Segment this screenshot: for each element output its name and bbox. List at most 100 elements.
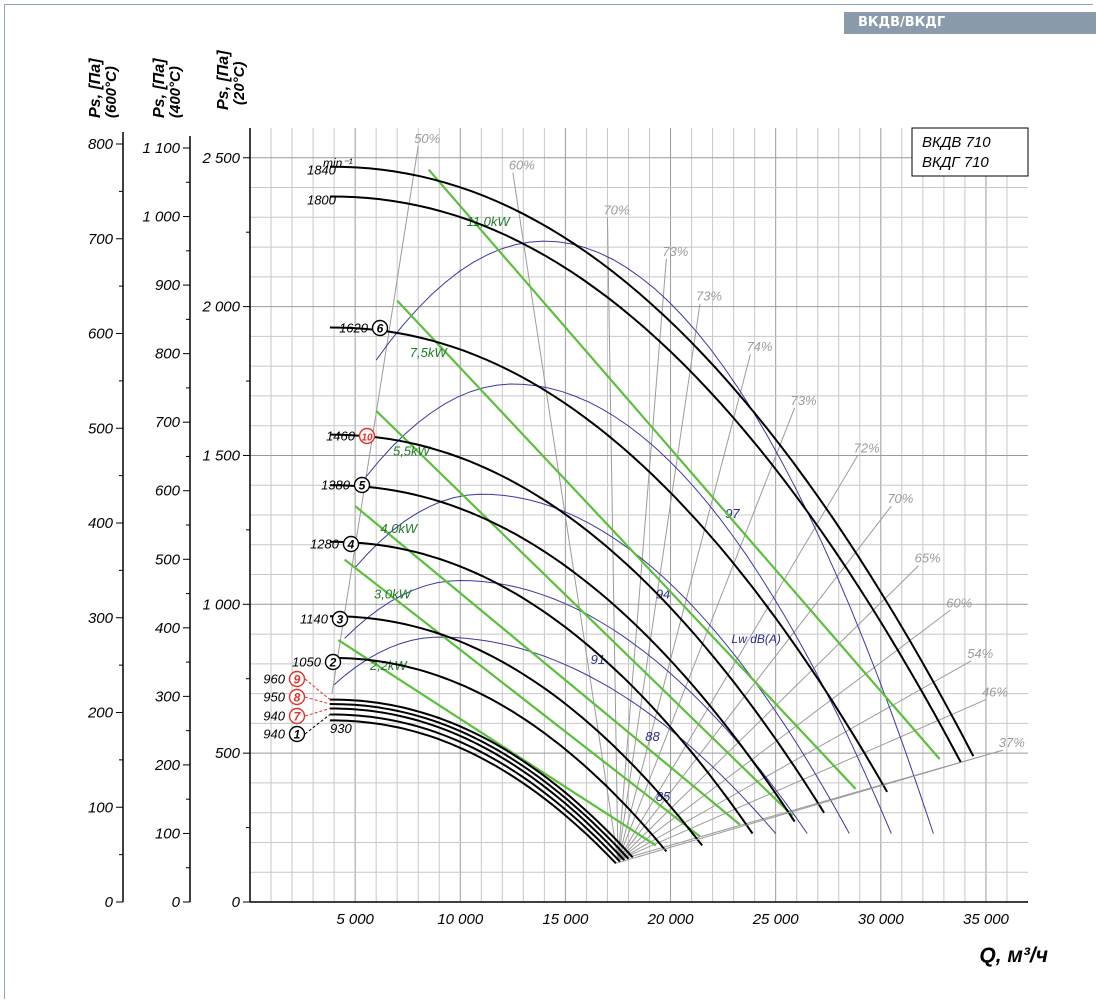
speed-marker-circle — [288, 688, 306, 706]
power-line — [396, 299, 857, 790]
efficiency-ray — [331, 145, 419, 694]
efficiency-label: 70% — [603, 202, 629, 217]
y-axis-label: Ps, [Па] — [87, 58, 104, 118]
noise-label: 88 — [645, 729, 660, 744]
y-tick-label: 500 — [88, 420, 114, 437]
x-tick-label: 30 000 — [858, 911, 905, 928]
curve-end-line — [615, 749, 1003, 864]
power-label: 11,0kW — [467, 214, 512, 229]
efficiency-label: 65% — [915, 551, 941, 566]
efficiency-label: 74% — [746, 339, 772, 354]
efficiency-label: 50% — [414, 131, 440, 146]
speed-marker-leader — [304, 678, 331, 700]
y-tick-label: 500 — [155, 551, 181, 568]
efficiency-label: 72% — [854, 440, 880, 455]
model-line-2: ВКДГ 710 — [922, 154, 989, 171]
efficiency-ray — [617, 505, 892, 861]
y-tick-label: 0 — [105, 894, 114, 911]
rpm-unit-label: min⁻¹ — [323, 156, 353, 170]
speed-rpm-label: 940 — [263, 727, 285, 742]
speed-marker-number: 7 — [294, 710, 302, 724]
y-axis-label: Ps, [Па] — [151, 58, 168, 118]
y-tick-label: 500 — [215, 745, 241, 762]
efficiency-label: 60% — [946, 595, 972, 610]
y-tick-label: 700 — [155, 414, 181, 431]
efficiency-ray — [617, 660, 972, 861]
speed-marker-circle — [331, 610, 349, 628]
efficiency-label: 73% — [791, 393, 817, 408]
chart-axes: 5 000 10 000 15 000 20 000 25 000 30 000 35 00… — [87, 50, 1048, 967]
noise-curve — [375, 240, 934, 834]
y-axis-label: Ps, [Па] — [215, 50, 232, 110]
efficiency-ray — [617, 699, 987, 861]
power-label: 5,5kW — [393, 443, 432, 458]
speed-marker-number: 3 — [337, 613, 344, 627]
y-tick-label: 800 — [88, 136, 114, 153]
speed-marker-number: 10 — [361, 433, 373, 444]
speed-curve — [329, 484, 796, 823]
noise-curve — [333, 636, 777, 834]
speed-marker-number: 2 — [329, 656, 337, 670]
efficiency-label: 73% — [696, 289, 722, 304]
speed-rpm-label: 1280 — [310, 537, 340, 552]
speed-curve — [329, 703, 630, 860]
x-axis-label: Q, м³/ч — [979, 944, 1048, 967]
efficiency-label: 37% — [999, 735, 1025, 750]
power-label: 4,0kW — [380, 521, 419, 536]
y-tick-label: 1 000 — [142, 209, 180, 226]
y-tick-label: 300 — [88, 610, 114, 627]
speed-curve — [329, 433, 825, 814]
x-tick-label: 35 000 — [963, 911, 1010, 928]
y-axis-temperature: (20°C) — [231, 61, 248, 105]
model-box-frame — [911, 127, 1029, 177]
efficiency-ray — [617, 609, 951, 861]
speed-marker-circle — [353, 476, 371, 494]
series-badge: ВКДВ/ВКДГ — [844, 12, 1096, 34]
speed-marker-circle — [324, 653, 342, 671]
speed-marker-number: 6 — [377, 322, 384, 336]
power-line — [343, 558, 701, 838]
speed-rpm-label: 930 — [330, 721, 352, 736]
power-line — [337, 639, 657, 847]
speed-curve — [329, 540, 754, 835]
y-tick-label: 800 — [155, 346, 181, 363]
chart-labels: 930 1 940 7 940 8 950 9 960 2 1050 3 1140 4 1280 5 1380 1… — [263, 156, 389, 743]
y-tick-label: 200 — [87, 705, 114, 722]
x-tick-label: 20 000 — [647, 911, 695, 928]
y-tick-label: 0 — [232, 894, 241, 911]
noise-curve — [365, 383, 892, 834]
efficiency-ray — [606, 217, 619, 861]
noise-label: 94 — [656, 586, 670, 601]
speed-rpm-label: 1620 — [339, 321, 369, 336]
y-tick-label: 600 — [88, 326, 114, 343]
speed-marker-circle — [288, 670, 306, 688]
noise-curve — [354, 493, 850, 834]
speed-curve — [329, 698, 634, 858]
speed-curve — [329, 656, 668, 853]
speed-rpm-label: 940 — [263, 709, 285, 724]
y-axis-temperature: (600°C) — [103, 66, 120, 118]
speed-rpm-label: 1380 — [321, 478, 351, 493]
efficiency-rays: 50% 60% 70% 73% 73% 74% 73% 72% 70% 65% 60% 54% 46% 3… — [331, 131, 1025, 861]
speed-curve — [329, 165, 975, 757]
speed-curve — [329, 719, 617, 864]
y-tick-label: 100 — [155, 825, 181, 842]
speed-marker-leader — [304, 708, 331, 717]
speed-curves — [329, 165, 1003, 864]
y-tick-label: 0 — [172, 894, 181, 911]
power-line — [375, 410, 794, 817]
speed-curve — [329, 195, 962, 763]
noise-label: 91 — [591, 652, 605, 667]
speed-rpm-label: 950 — [263, 690, 285, 705]
chart-grid — [250, 128, 1028, 902]
speed-marker-circle — [288, 707, 306, 725]
efficiency-label: 73% — [662, 244, 688, 259]
noise-unit-label: Lw dB(A) — [732, 632, 781, 646]
speed-rpm-label: 1800 — [307, 192, 337, 207]
speed-rpm-label: 1050 — [292, 655, 322, 670]
speed-marker-circle — [342, 535, 360, 553]
efficiency-label: 70% — [887, 491, 913, 506]
